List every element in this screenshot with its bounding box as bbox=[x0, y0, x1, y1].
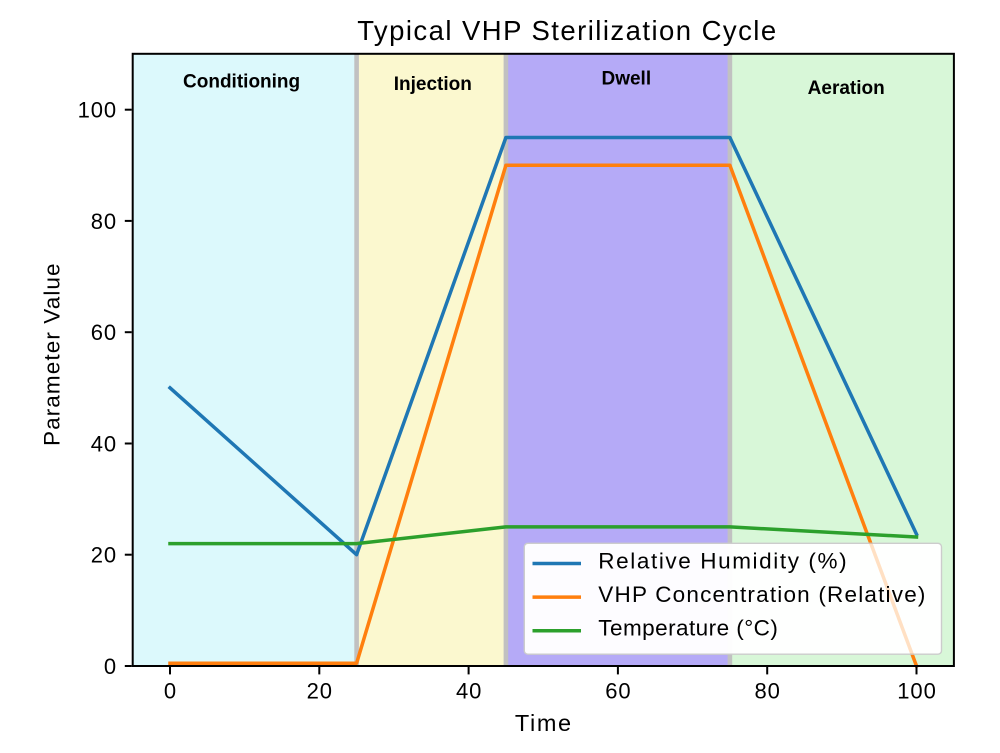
svg-text:40: 40 bbox=[91, 432, 117, 457]
svg-text:Temperature (°C): Temperature (°C) bbox=[598, 616, 778, 641]
svg-text:60: 60 bbox=[605, 679, 631, 704]
svg-text:Conditioning: Conditioning bbox=[183, 72, 300, 93]
svg-text:0: 0 bbox=[164, 679, 177, 704]
svg-text:20: 20 bbox=[91, 543, 117, 568]
svg-text:Aeration: Aeration bbox=[808, 78, 885, 99]
svg-text:60: 60 bbox=[91, 320, 117, 345]
svg-text:0: 0 bbox=[104, 654, 117, 679]
svg-text:Parameter Value: Parameter Value bbox=[39, 262, 64, 446]
svg-text:80: 80 bbox=[91, 209, 117, 234]
svg-text:Time: Time bbox=[515, 710, 573, 736]
svg-text:20: 20 bbox=[307, 679, 333, 704]
svg-text:Typical VHP Sterilization Cycl: Typical VHP Sterilization Cycle bbox=[357, 15, 777, 46]
svg-text:Injection: Injection bbox=[394, 74, 472, 95]
svg-text:40: 40 bbox=[456, 679, 482, 704]
svg-text:Relative Humidity (%): Relative Humidity (%) bbox=[598, 549, 848, 574]
svg-text:VHP Concentration (Relative): VHP Concentration (Relative) bbox=[598, 582, 926, 607]
svg-text:Dwell: Dwell bbox=[601, 69, 651, 90]
svg-text:100: 100 bbox=[78, 98, 117, 123]
svg-text:100: 100 bbox=[897, 679, 936, 704]
svg-text:80: 80 bbox=[755, 679, 781, 704]
